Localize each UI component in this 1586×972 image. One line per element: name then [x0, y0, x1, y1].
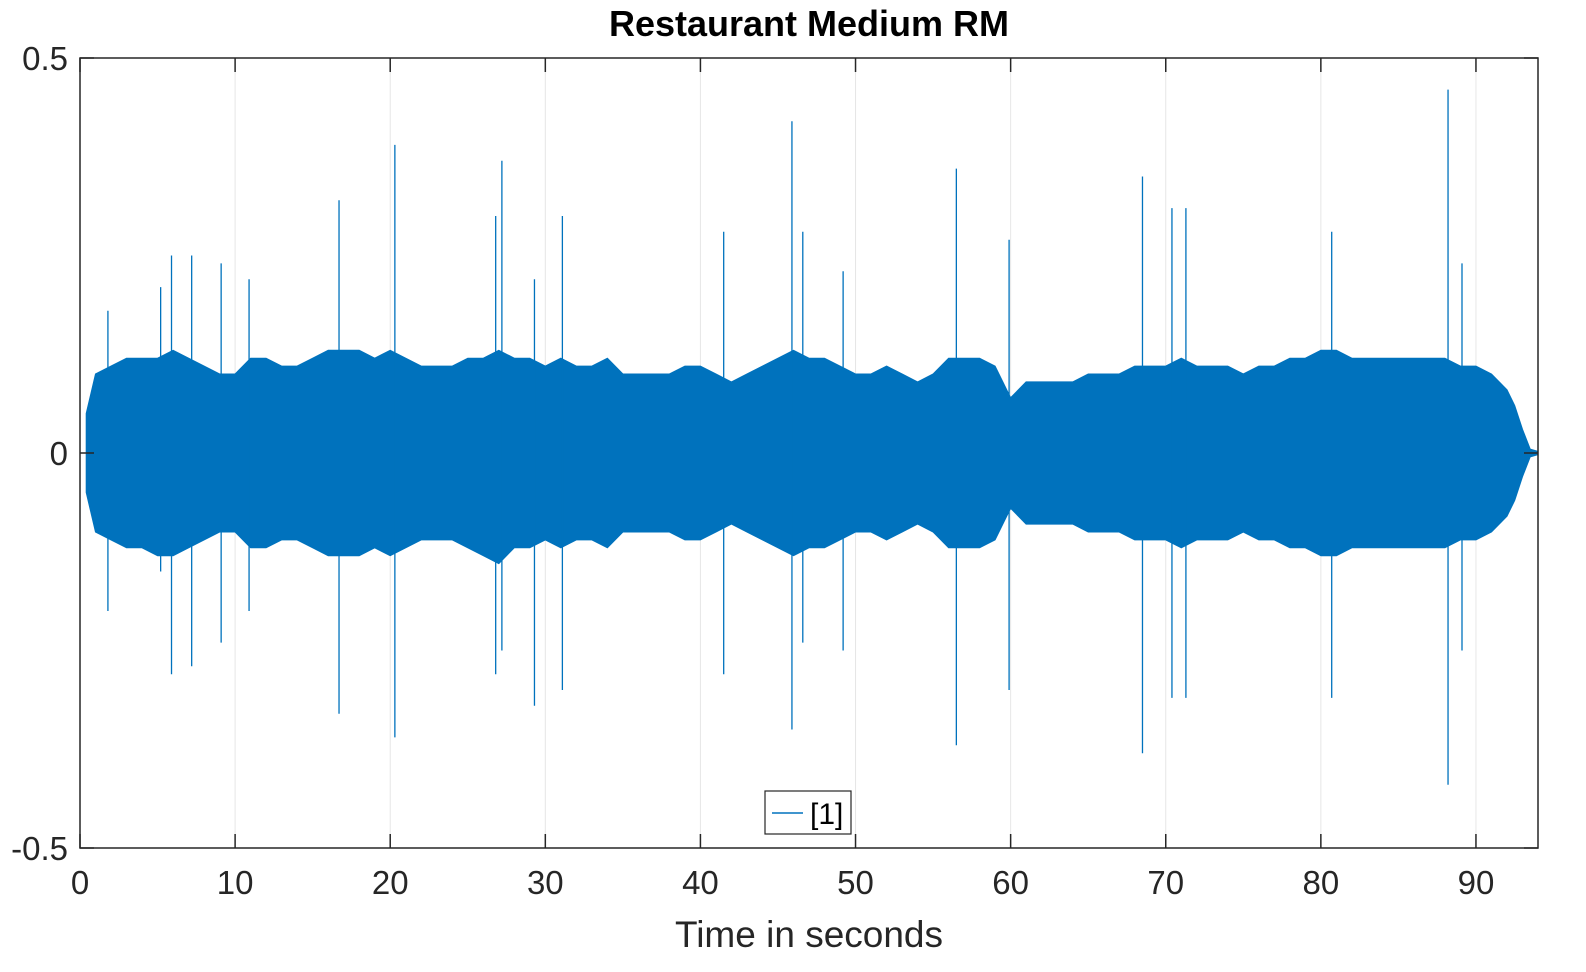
- axis-ticks: [79, 57, 1538, 849]
- signal-envelope: [85, 349, 1539, 565]
- x-tick-label: 80: [1302, 864, 1339, 901]
- x-tick-label: 30: [527, 864, 564, 901]
- y-tick-label: 0.5: [22, 40, 68, 77]
- legend-entry: [1]: [810, 798, 843, 831]
- chart-title: Restaurant Medium RM: [609, 3, 1009, 44]
- x-tick-labels: 0 10 20 30 40 50 60 70 80 90: [71, 864, 1494, 901]
- x-tick-label: 90: [1458, 864, 1495, 901]
- signal-series: [85, 89, 1539, 785]
- x-tick-label: 0: [71, 864, 89, 901]
- x-axis-label: Time in seconds: [675, 914, 943, 955]
- x-tick-label: 40: [682, 864, 719, 901]
- x-tick-label: 20: [372, 864, 409, 901]
- x-tick-label: 10: [217, 864, 254, 901]
- x-tick-label: 60: [992, 864, 1029, 901]
- y-tick-label: 0: [50, 435, 68, 472]
- y-tick-label: -0.5: [11, 830, 68, 867]
- x-tick-label: 50: [837, 864, 874, 901]
- legend: [1]: [764, 790, 852, 835]
- x-tick-label: 70: [1147, 864, 1184, 901]
- y-tick-labels: -0.5 0 0.5: [11, 40, 68, 867]
